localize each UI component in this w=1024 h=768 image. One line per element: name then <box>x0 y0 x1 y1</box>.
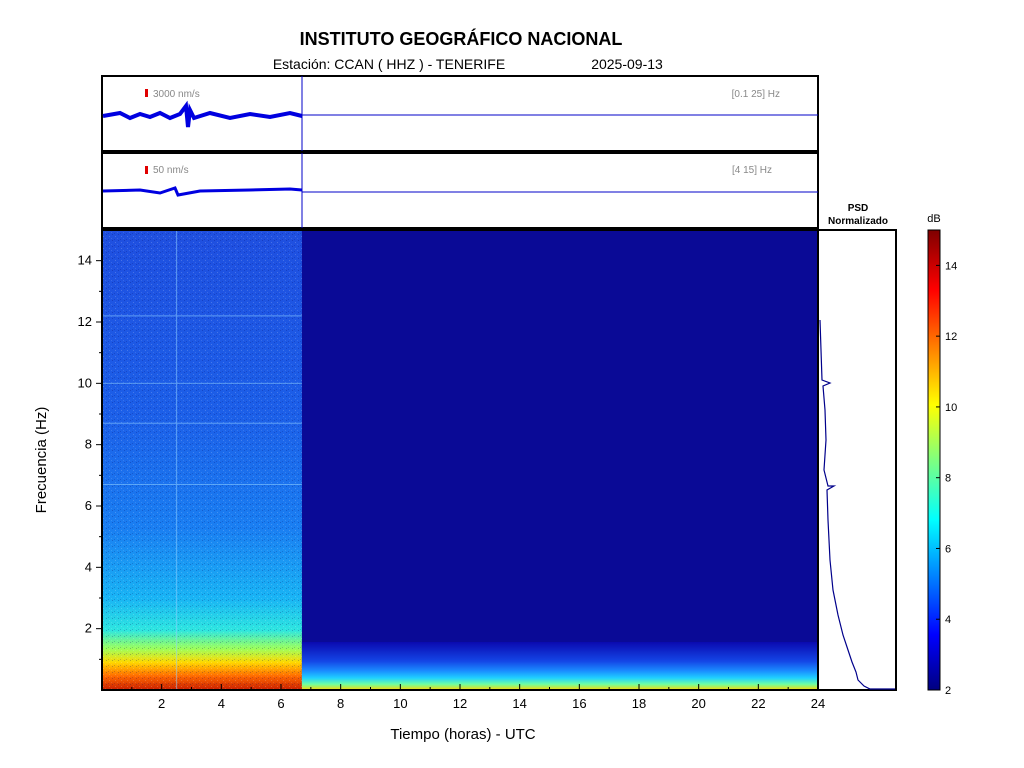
x-tick-label: 22 <box>751 696 765 711</box>
psd-panel: PSD Normalizado <box>817 203 897 691</box>
colorbar-tick-label: 14 <box>945 260 957 272</box>
station-label: Estación: CCAN ( HHZ ) - TENERIFE <box>273 56 505 72</box>
trace-1-scale: 3000 nm/s <box>153 89 200 100</box>
y-tick-label: 2 <box>85 621 92 636</box>
colorbar-unit: dB <box>927 213 940 225</box>
psd-curve <box>819 319 895 690</box>
x-tick-label: 20 <box>691 696 705 711</box>
trace-2-band: [4 15] Hz <box>732 165 772 176</box>
psd-subtitle: Normalizado <box>828 216 888 227</box>
x-tick-label: 24 <box>811 696 825 711</box>
y-tick-label: 12 <box>78 314 92 329</box>
x-tick-label: 14 <box>512 696 526 711</box>
trace-panel-broadband: 3000 nm/s [0.1 25] Hz <box>101 75 819 152</box>
colorbar: dB 2 4 6 8 10 12 14 <box>927 213 957 697</box>
x-tick-label: 10 <box>393 696 407 711</box>
y-tick-label: 4 <box>85 559 92 574</box>
chart-title: INSTITUTO GEOGRÁFICO NACIONAL <box>300 28 623 49</box>
colorbar-tick-label: 10 <box>945 402 957 414</box>
y-tick-label: 8 <box>85 437 92 452</box>
y-axis-label: Frecuencia (Hz) <box>33 407 50 514</box>
date-label: 2025-09-13 <box>591 56 663 72</box>
x-tick-label: 18 <box>632 696 646 711</box>
colorbar-tick-label: 8 <box>945 473 951 485</box>
y-tick-label: 10 <box>78 375 92 390</box>
scale-bar-2 <box>145 166 148 174</box>
waveform-trace-1 <box>102 100 303 128</box>
trace-2-scale: 50 nm/s <box>153 165 189 176</box>
x-tick-label: 8 <box>337 696 344 711</box>
scale-bar-1 <box>145 89 148 97</box>
colorbar-tick-label: 6 <box>945 543 951 555</box>
y-tick-label: 14 <box>78 253 92 268</box>
x-tick-label: 6 <box>277 696 284 711</box>
colorbar-tick-label: 12 <box>945 331 957 343</box>
x-tick-label: 4 <box>218 696 225 711</box>
waveform-trace-2 <box>102 186 303 197</box>
colorbar-tick-label: 2 <box>945 685 951 697</box>
x-tick-label: 12 <box>453 696 467 711</box>
colorbar-tick-label: 4 <box>945 614 951 626</box>
spectrogram-lowfreq-band <box>301 642 819 690</box>
trace-1-band: [0.1 25] Hz <box>732 89 780 100</box>
y-tick-label: 6 <box>85 498 92 513</box>
trace-panel-filtered: 50 nm/s [4 15] Hz <box>101 152 819 229</box>
x-axis-label: Tiempo (horas) - UTC <box>390 726 535 743</box>
x-tick-label: 16 <box>572 696 586 711</box>
x-tick-label: 2 <box>158 696 165 711</box>
psd-title: PSD <box>848 203 869 214</box>
